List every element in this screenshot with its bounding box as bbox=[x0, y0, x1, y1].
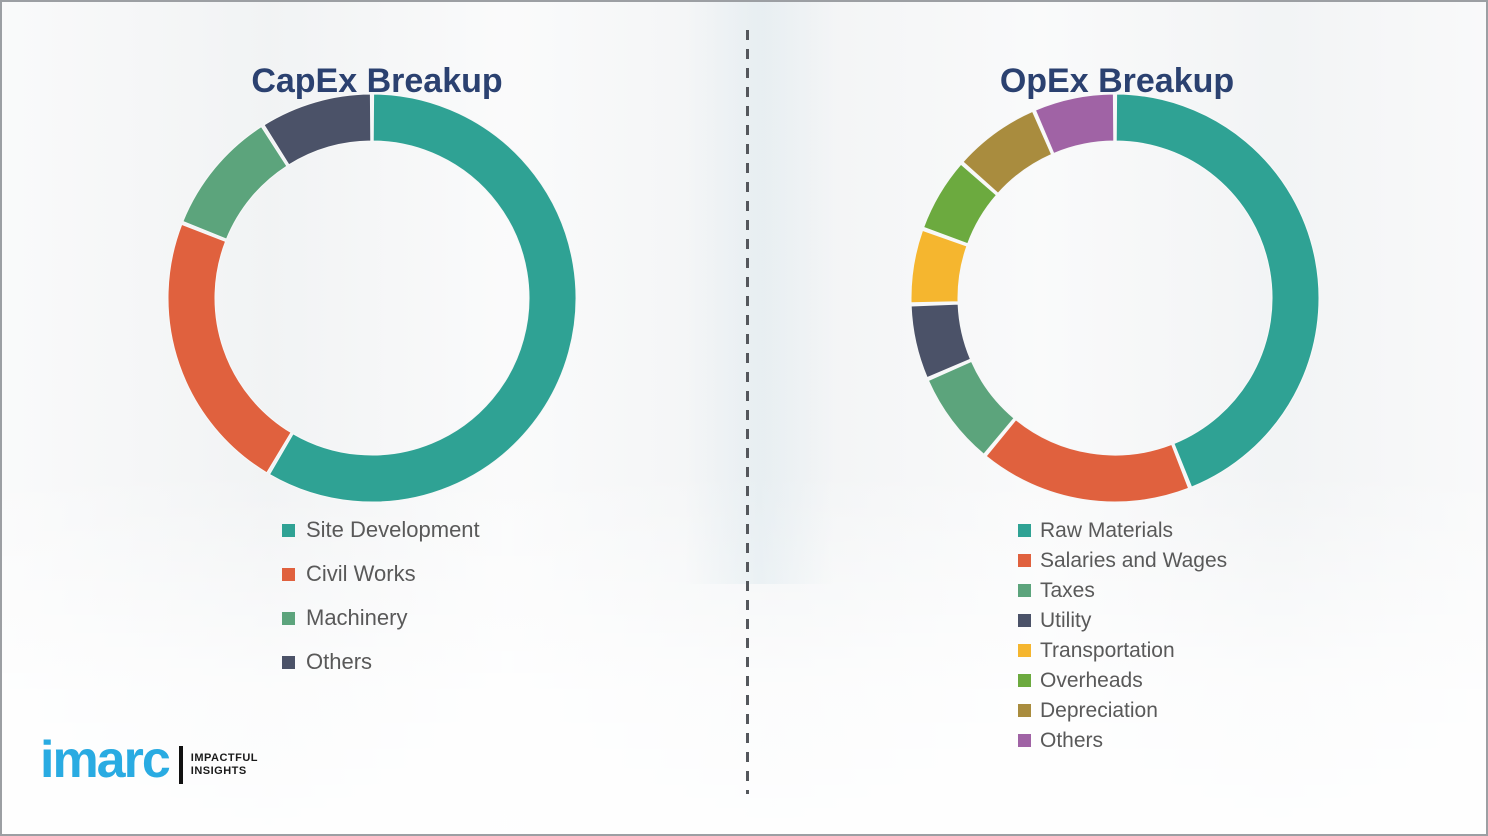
legend-item-depreciation: Depreciation bbox=[1018, 699, 1227, 722]
donut-segment-civil-works bbox=[167, 223, 292, 474]
donut-segment-others bbox=[1034, 93, 1115, 155]
legend-marker bbox=[282, 523, 295, 537]
legend-marker bbox=[1018, 644, 1031, 657]
imarc-tagline-line2: INSIGHTS bbox=[190, 765, 247, 777]
legend-item-utility: Utility bbox=[1018, 609, 1227, 632]
legend-item-others: Others bbox=[282, 648, 480, 676]
legend-item-overheads: Overheads bbox=[1018, 669, 1227, 692]
legend-label: Depreciation bbox=[1040, 698, 1158, 722]
legend-label: Others bbox=[306, 649, 373, 674]
legend-marker bbox=[1018, 734, 1031, 747]
legend-label: Others bbox=[1040, 728, 1104, 752]
imarc-logo-tagline: IMPACTFUL INSIGHTS bbox=[191, 752, 258, 778]
donut-segment-raw-materials bbox=[1115, 93, 1320, 488]
legend-label: Transportation bbox=[1040, 638, 1175, 662]
legend-marker bbox=[1018, 704, 1031, 717]
legend-item-site-development: Site Development bbox=[282, 516, 480, 544]
legend-marker bbox=[1018, 674, 1031, 687]
legend-item-raw-materials: Raw Materials bbox=[1018, 519, 1227, 542]
legend-item-others: Others bbox=[1018, 729, 1227, 752]
legend-item-transportation: Transportation bbox=[1018, 639, 1227, 662]
donut-segment-machinery bbox=[182, 125, 288, 240]
legend-marker bbox=[282, 611, 295, 625]
donut-segment-taxes bbox=[927, 360, 1015, 455]
legend-marker bbox=[282, 567, 295, 581]
legend-marker bbox=[1018, 614, 1031, 627]
legend-label: Utility bbox=[1040, 608, 1092, 632]
legend-label: Site Development bbox=[306, 517, 480, 542]
legend-item-machinery: Machinery bbox=[282, 604, 480, 632]
legend-label: Taxes bbox=[1040, 578, 1095, 602]
imarc-logo: imarc IMPACTFUL INSIGHTS bbox=[40, 732, 258, 788]
donut-segment-others bbox=[263, 93, 372, 166]
donut-segment-transportation bbox=[910, 229, 968, 304]
donut-segment-site-development bbox=[268, 93, 577, 503]
legend-marker bbox=[1018, 524, 1031, 537]
donut-segment-depreciation bbox=[962, 110, 1053, 194]
imarc-logo-divider-bar bbox=[178, 746, 183, 784]
legend-marker bbox=[1018, 584, 1031, 597]
legend-label: Salaries and Wages bbox=[1040, 548, 1228, 572]
capex-donut-chart bbox=[167, 93, 577, 503]
opex-donut-chart bbox=[910, 93, 1320, 503]
legend-label: Civil Works bbox=[306, 561, 416, 586]
legend-item-salaries-and-wages: Salaries and Wages bbox=[1018, 549, 1227, 572]
donut-segment-utility bbox=[910, 303, 972, 379]
donut-segment-overheads bbox=[922, 163, 998, 245]
donut-segment-salaries-and-wages bbox=[985, 419, 1190, 503]
legend-label: Overheads bbox=[1040, 668, 1143, 692]
vertical-dashed-divider bbox=[746, 30, 749, 794]
legend-marker bbox=[1018, 554, 1031, 567]
capex-legend: Site Development Civil Works Machinery Othe… bbox=[282, 516, 480, 676]
opex-legend: Raw Materials Salaries and Wages Taxes Util… bbox=[1018, 519, 1227, 752]
imarc-logo-wordmark: imarc bbox=[40, 731, 171, 789]
imarc-tagline-line1: IMPACTFUL bbox=[190, 752, 258, 764]
legend-marker bbox=[282, 655, 295, 669]
legend-label: Machinery bbox=[306, 605, 408, 630]
legend-item-taxes: Taxes bbox=[1018, 579, 1227, 602]
legend-item-civil-works: Civil Works bbox=[282, 560, 480, 588]
legend-label: Raw Materials bbox=[1040, 518, 1174, 542]
